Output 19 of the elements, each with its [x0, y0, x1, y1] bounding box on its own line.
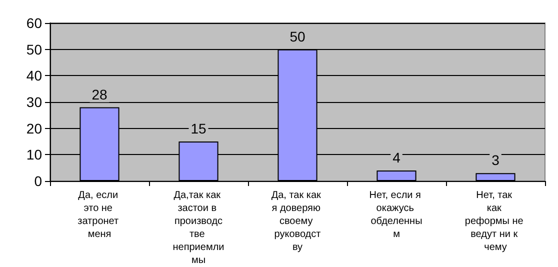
y-tick-label: 60 — [26, 15, 42, 31]
data-label: 3 — [492, 152, 500, 168]
y-tick-label: 20 — [26, 120, 42, 136]
x-tick-label: Да, так как я доверяю своему руководству — [271, 190, 324, 253]
y-tick-label: 50 — [26, 41, 42, 58]
data-label: 50 — [290, 28, 306, 44]
x-tick-label: Нет, так как реформы не ведут ни к чему — [464, 190, 526, 253]
data-label: 28 — [92, 86, 108, 102]
y-tick-label: 10 — [26, 146, 42, 163]
x-tick-label: Да, если это не затронет меня — [78, 190, 122, 240]
x-tick-label: Нет, если я окажусь обделенным — [369, 190, 424, 240]
bar — [476, 173, 516, 181]
bar — [376, 170, 416, 181]
data-label: 4 — [392, 149, 401, 166]
y-tick-label: 30 — [26, 94, 42, 110]
y-tick-label: 40 — [26, 68, 42, 84]
y-tick-label: 0 — [34, 173, 42, 189]
data-label: 15 — [190, 120, 206, 136]
x-tick-label: Да,так как застои в производстве неприемлимы — [172, 190, 224, 266]
